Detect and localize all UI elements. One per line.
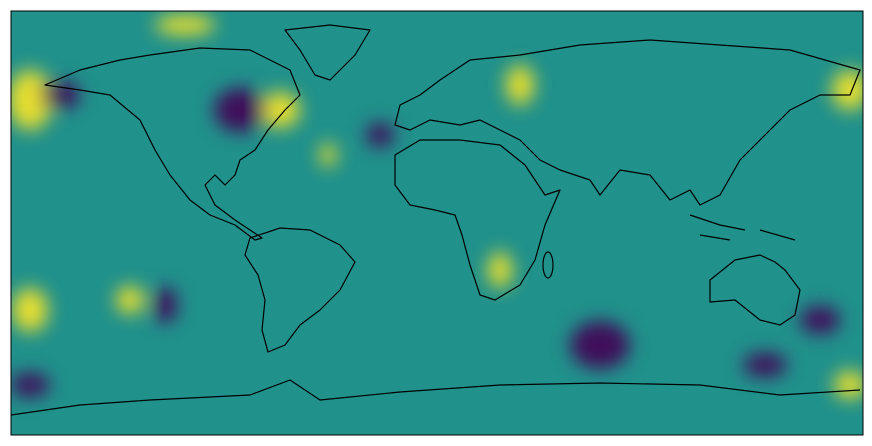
field-spot	[506, 65, 534, 105]
coast-australia	[709, 254, 801, 326]
field-spot	[743, 353, 787, 377]
field-spot	[832, 70, 863, 110]
coast-antarctica	[11, 379, 861, 416]
field-spot	[320, 143, 336, 167]
coast-madagascar	[542, 251, 554, 279]
field-spot	[11, 373, 50, 397]
coast-south-america	[244, 227, 356, 353]
field-spot	[116, 286, 144, 314]
field-spot	[570, 321, 630, 369]
field-spot	[260, 92, 300, 128]
field-spot	[488, 252, 512, 288]
field-spot	[155, 15, 215, 35]
field-spot	[834, 371, 863, 399]
field-spot	[11, 70, 52, 130]
coast-north-america	[44, 47, 301, 241]
field-spot	[366, 123, 394, 147]
field-spot	[214, 88, 266, 132]
coastlines	[11, 24, 861, 416]
field-background	[11, 11, 863, 435]
coast-africa	[394, 139, 561, 301]
coast-eurasia	[394, 39, 861, 206]
field-spot	[153, 287, 177, 323]
field-spot	[800, 306, 840, 334]
map-frame	[10, 10, 864, 436]
coast-greenland	[284, 24, 371, 81]
coast-indonesia	[689, 214, 796, 241]
field-spot	[12, 288, 48, 332]
